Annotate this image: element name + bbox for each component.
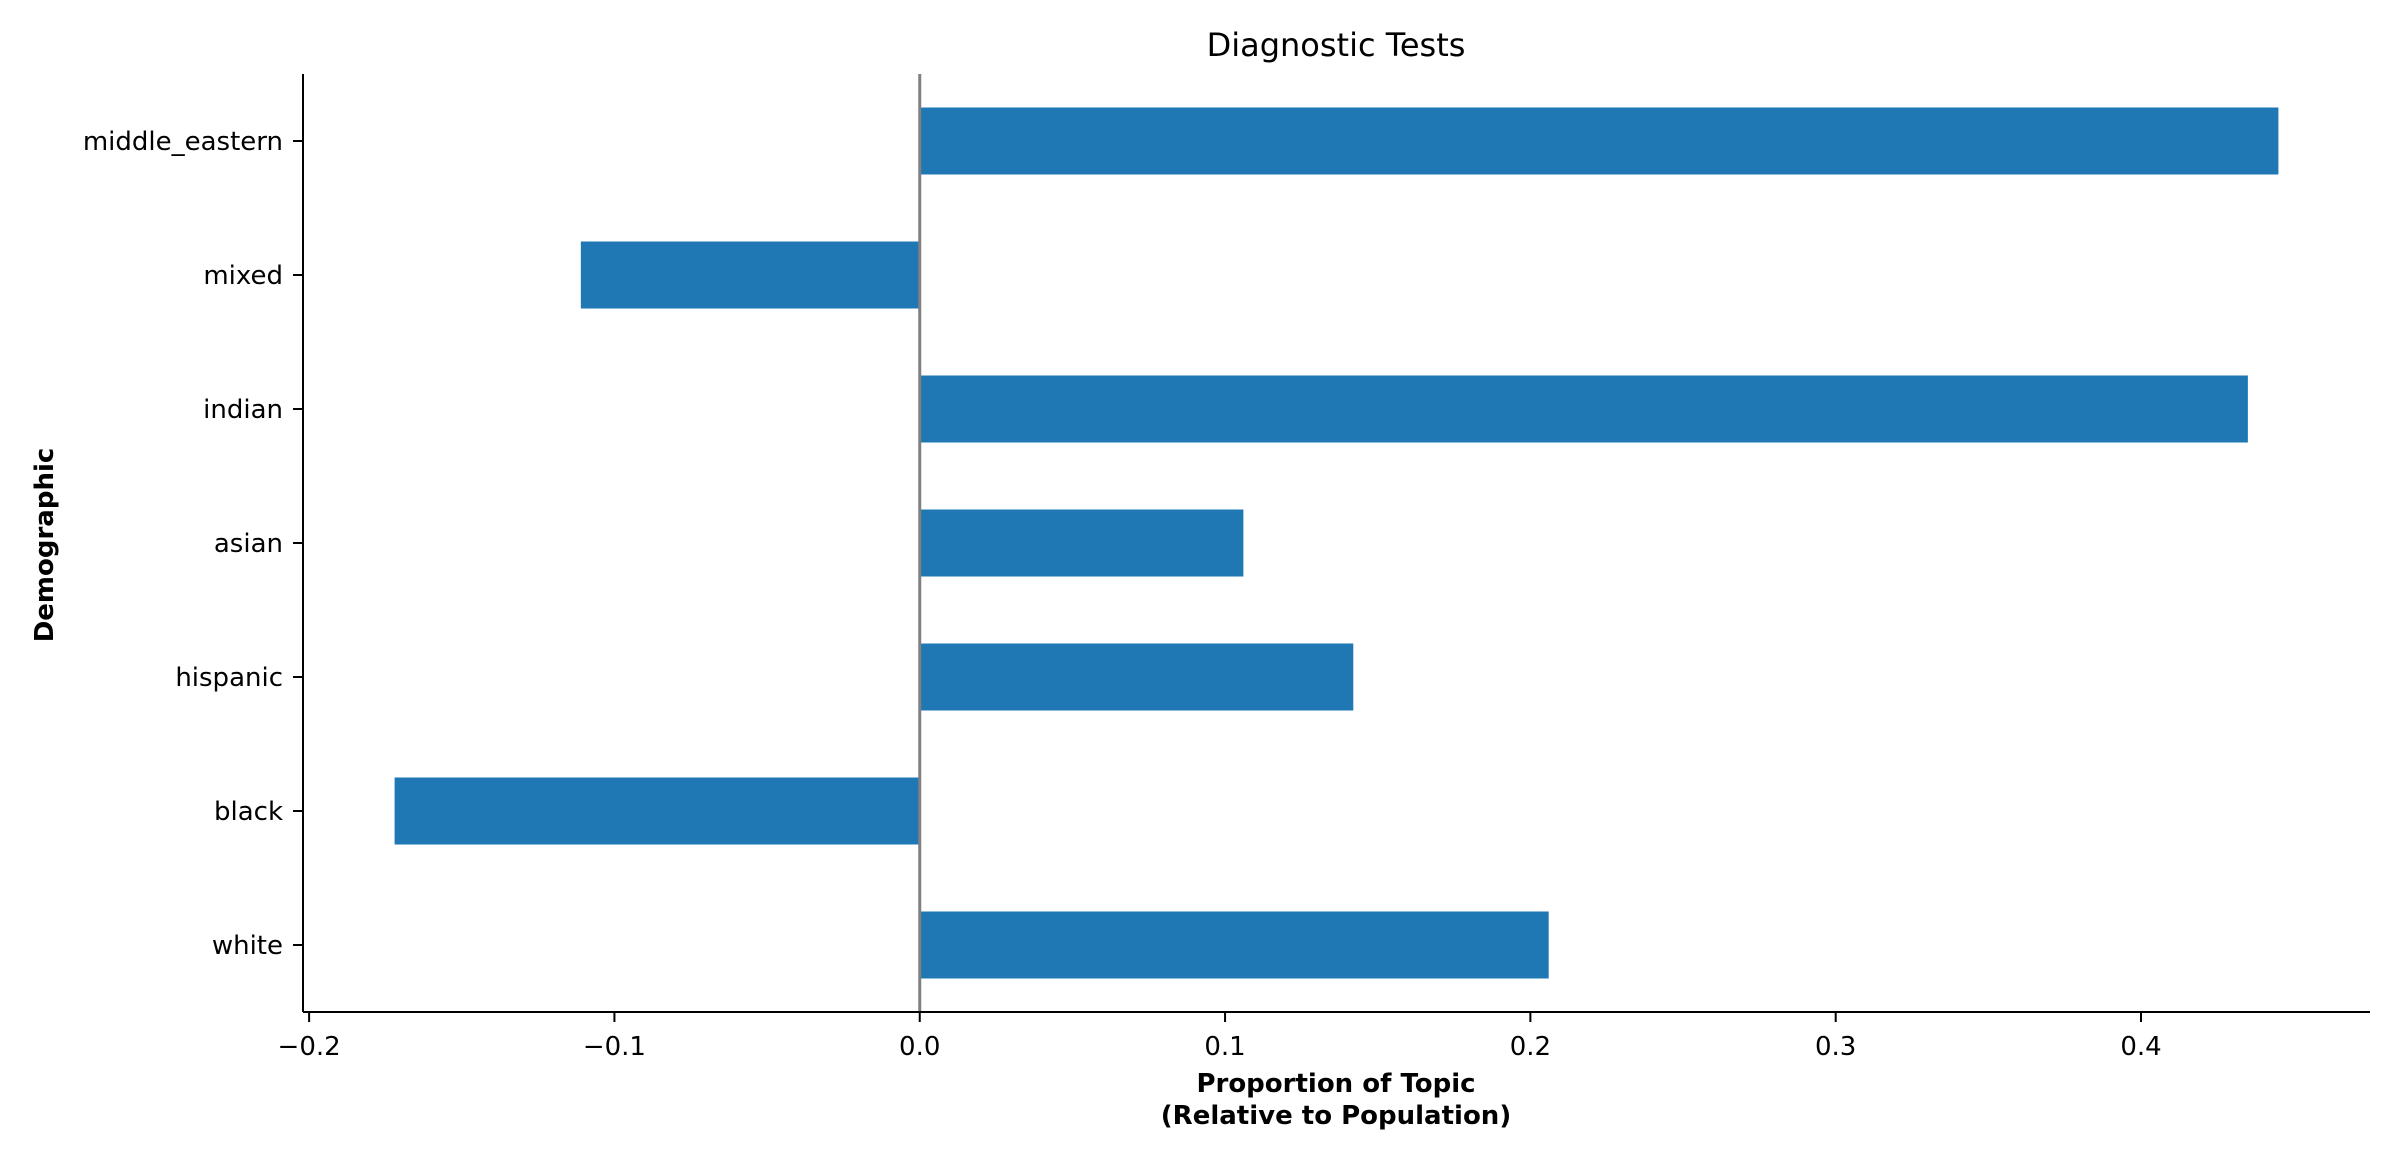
x-tick-label: 0.4 (2120, 1032, 2161, 1062)
x-tick-label: 0.3 (1815, 1032, 1856, 1062)
y-tick-label: asian (214, 529, 283, 559)
x-tick-label: −0.2 (278, 1032, 341, 1062)
bar-middle-eastern (919, 107, 2279, 175)
x-tick-label: 0.2 (1510, 1032, 1551, 1062)
bars-group (394, 107, 2279, 979)
bar-mixed (580, 241, 920, 309)
y-tick-label: middle_eastern (83, 127, 283, 157)
bar-hispanic (919, 643, 1354, 711)
y-tick-label: indian (203, 395, 283, 425)
x-axis-label-line-2: (Relative to Population) (1161, 1101, 1511, 1131)
bar-white (919, 911, 1549, 979)
x-tick-label: −0.1 (583, 1032, 646, 1062)
x-axis-label-line-1: Proportion of Topic (1196, 1069, 1475, 1099)
x-tick-label: 0.0 (899, 1032, 940, 1062)
y-tick-label: white (212, 931, 283, 961)
x-tick-label: 0.1 (1204, 1032, 1245, 1062)
bar-asian (919, 509, 1244, 577)
y-tick-label: hispanic (175, 663, 283, 693)
y-tick-label: mixed (203, 261, 283, 291)
y-tick-label: black (214, 797, 283, 827)
chart-title: Diagnostic Tests (1207, 26, 1466, 64)
bar-black (394, 777, 920, 845)
axes-group: white black hispanic asian indian mixed middle… (83, 74, 2370, 1062)
bar-indian (919, 375, 2248, 443)
y-axis-label: Demographic (30, 448, 60, 643)
